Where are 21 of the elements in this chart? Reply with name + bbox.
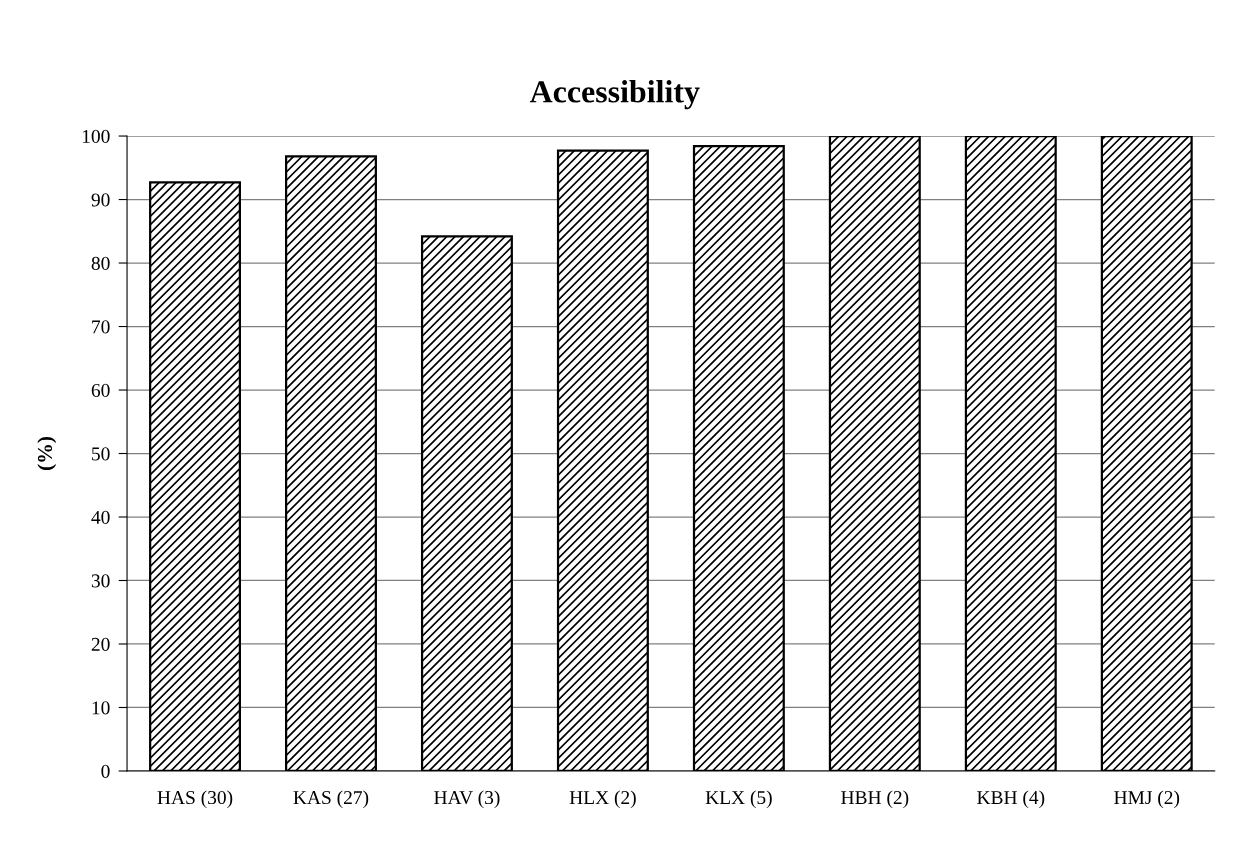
x-tick-label: HBH (2) [841,790,909,809]
y-tick-label: 10 [92,701,110,715]
y-tick-label: 50 [92,447,110,461]
x-tick-label: KLX (5) [705,790,772,809]
y-axis-title: (%) [37,437,57,470]
x-tick-label: HAV (3) [434,790,500,809]
y-tick-label: 20 [91,637,110,651]
y-tick-label: 100 [82,129,110,143]
x-tick-label: HMJ (2) [1114,790,1180,809]
chart-title: Accessibility [529,80,700,110]
y-tick-label: 70 [92,320,110,334]
x-tick-label: KBH (4) [977,790,1045,809]
x-tick-label: KAS (27) [293,790,369,809]
x-tick-label: HAS (30) [157,790,233,809]
y-tick-label: 90 [91,193,110,207]
y-tick-label: 30 [91,574,110,588]
y-tick-label: 0 [101,764,110,778]
y-tick-label: 40 [91,510,110,524]
y-tick-label: 60 [91,383,110,397]
x-tick-label: HLX (2) [569,790,636,809]
y-tick-label: 80 [91,256,110,270]
